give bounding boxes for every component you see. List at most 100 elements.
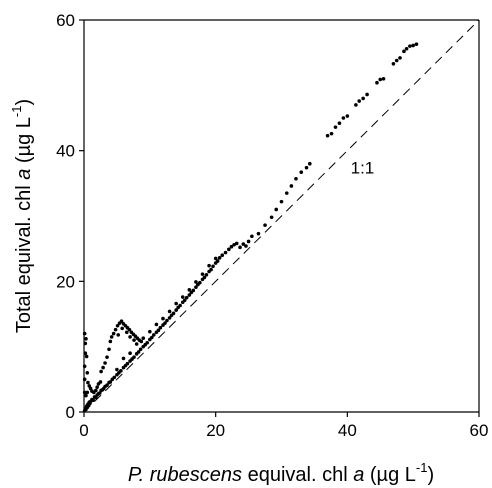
y-axis-title-unit: (µg L — [13, 117, 35, 169]
data-point — [244, 244, 248, 248]
data-point — [95, 385, 99, 389]
data-point — [165, 318, 169, 323]
tick-marks — [79, 19, 480, 417]
data-point — [107, 347, 111, 352]
y-tick-label: 40 — [56, 142, 75, 161]
data-point — [182, 298, 187, 303]
data-point — [284, 191, 289, 195]
data-point — [204, 273, 209, 277]
y-axis-title-sup: -1 — [9, 106, 24, 118]
data-point — [83, 351, 88, 356]
data-point — [187, 288, 192, 292]
data-point — [308, 161, 312, 166]
y-axis-title: Total equival. chl a (µg L-1) — [9, 99, 35, 333]
data-point — [128, 335, 132, 339]
data-point — [207, 263, 211, 268]
data-point — [84, 354, 89, 359]
data-point — [269, 215, 274, 220]
data-point — [85, 390, 90, 395]
data-point — [84, 337, 88, 341]
data-point — [229, 244, 234, 249]
data-point — [119, 369, 123, 373]
data-point — [111, 331, 116, 336]
data-point — [141, 336, 146, 340]
data-point — [119, 319, 124, 323]
data-point — [174, 308, 178, 312]
data-point — [337, 121, 342, 126]
x-tick-label: 0 — [79, 421, 88, 440]
data-point — [333, 125, 338, 129]
data-point — [136, 350, 141, 354]
data-point — [148, 329, 152, 334]
data-point — [365, 92, 369, 97]
data-point — [150, 335, 154, 340]
data-point — [209, 267, 213, 272]
data-point — [167, 309, 172, 314]
data-point — [82, 390, 87, 395]
y-tick-label: 0 — [66, 403, 75, 422]
x-axis-title-var: a — [353, 464, 364, 486]
data-point — [408, 44, 412, 48]
y-axis-title-prefix: Total equival. chl — [13, 180, 35, 333]
data-point — [398, 56, 402, 60]
y-axis-title-close: ) — [13, 99, 35, 106]
data-point — [394, 58, 399, 63]
data-point — [187, 293, 192, 297]
data-point — [124, 330, 129, 335]
data-point — [158, 325, 163, 330]
data-point — [139, 339, 144, 344]
one-to-one-reference-line — [83, 19, 480, 413]
data-point — [128, 351, 132, 356]
one-to-one-label: 1:1 — [351, 159, 375, 178]
data-point — [115, 367, 119, 372]
data-point — [299, 170, 304, 175]
data-point — [91, 398, 96, 403]
data-point — [121, 356, 126, 361]
data-point — [154, 322, 159, 327]
data-point — [375, 80, 379, 85]
data-point — [105, 383, 109, 388]
data-point — [198, 280, 202, 285]
data-point — [246, 239, 251, 244]
data-point — [289, 184, 294, 188]
data-point — [227, 247, 231, 252]
data-point — [213, 256, 218, 261]
data-point — [99, 369, 103, 374]
data-point — [304, 165, 309, 170]
data-point — [108, 380, 113, 384]
data-point — [200, 272, 205, 276]
data-point — [109, 335, 114, 339]
data-point — [145, 340, 149, 345]
data-point — [82, 377, 87, 382]
y-tick-label: 60 — [56, 11, 75, 30]
data-point — [404, 46, 409, 51]
data-point — [234, 241, 239, 246]
data-point — [345, 114, 350, 118]
data-point — [274, 207, 279, 212]
data-point — [94, 388, 98, 393]
data-point — [101, 365, 105, 370]
data-point — [357, 99, 361, 103]
data-point — [341, 116, 346, 120]
data-point — [120, 326, 124, 331]
data-point — [82, 364, 87, 369]
data-point — [98, 380, 103, 384]
x-axis-title-italic: P. rubescens — [128, 464, 242, 486]
data-point — [211, 264, 215, 269]
data-point — [115, 323, 120, 328]
data-point — [138, 347, 143, 352]
data-point — [263, 223, 267, 227]
data-point — [238, 245, 242, 250]
data-point — [411, 43, 415, 48]
data-point — [215, 259, 220, 263]
x-axis-title-unit: (µg L — [364, 464, 416, 486]
x-tick-label: 60 — [470, 421, 489, 440]
data-point — [112, 375, 117, 380]
data-point — [103, 361, 107, 365]
data-point — [151, 333, 156, 337]
data-point — [414, 42, 419, 46]
data-point — [84, 393, 88, 398]
data-point — [86, 380, 90, 385]
data-point — [132, 355, 136, 359]
